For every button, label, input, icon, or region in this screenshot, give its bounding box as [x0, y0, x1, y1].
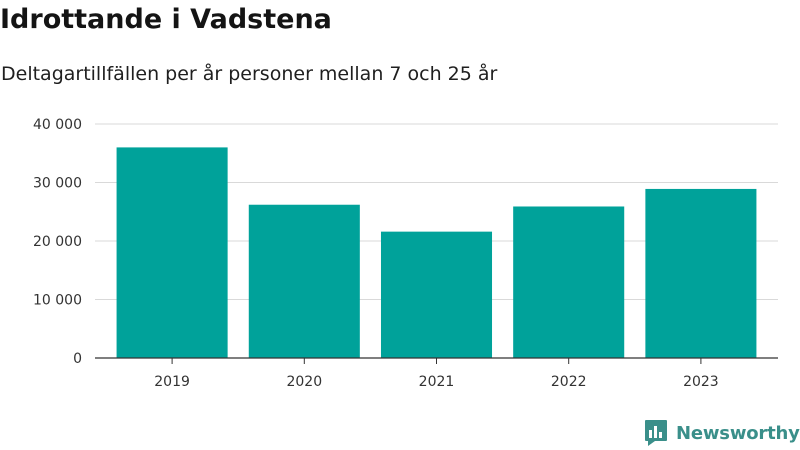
y-tick-label: 40 000: [33, 117, 82, 133]
brand-name: Newsworthy: [676, 422, 800, 444]
bars: [116, 147, 757, 358]
newsworthy-brand[interactable]: Newsworthy: [644, 418, 800, 448]
chart-subtitle: Deltagartillfällen per år personer mella…: [1, 63, 498, 85]
bar: [380, 231, 493, 358]
x-tick-label: 2020: [286, 374, 322, 390]
y-tick-label: 0: [73, 351, 82, 367]
bar: [645, 188, 757, 358]
x-tick-label: 2022: [551, 374, 587, 390]
x-tick-label: 2019: [154, 374, 190, 390]
x-tick-label: 2021: [419, 374, 455, 390]
x-tick-labels: 2019 2020 2021 2022 2023: [95, 357, 778, 390]
bar: [513, 206, 625, 358]
y-tick-label: 30 000: [33, 176, 82, 192]
newsworthy-logo-icon: [645, 420, 667, 446]
y-tick-label: 10 000: [33, 293, 82, 309]
x-tick-label: 2023: [683, 374, 719, 390]
bar: [248, 204, 360, 358]
bar: [116, 147, 228, 358]
y-tick-labels: 0 10 000 20 000 30 000 40 000: [33, 117, 82, 367]
y-tick-label: 20 000: [33, 234, 82, 250]
chart-title: Idrottande i Vadstena: [0, 4, 332, 35]
